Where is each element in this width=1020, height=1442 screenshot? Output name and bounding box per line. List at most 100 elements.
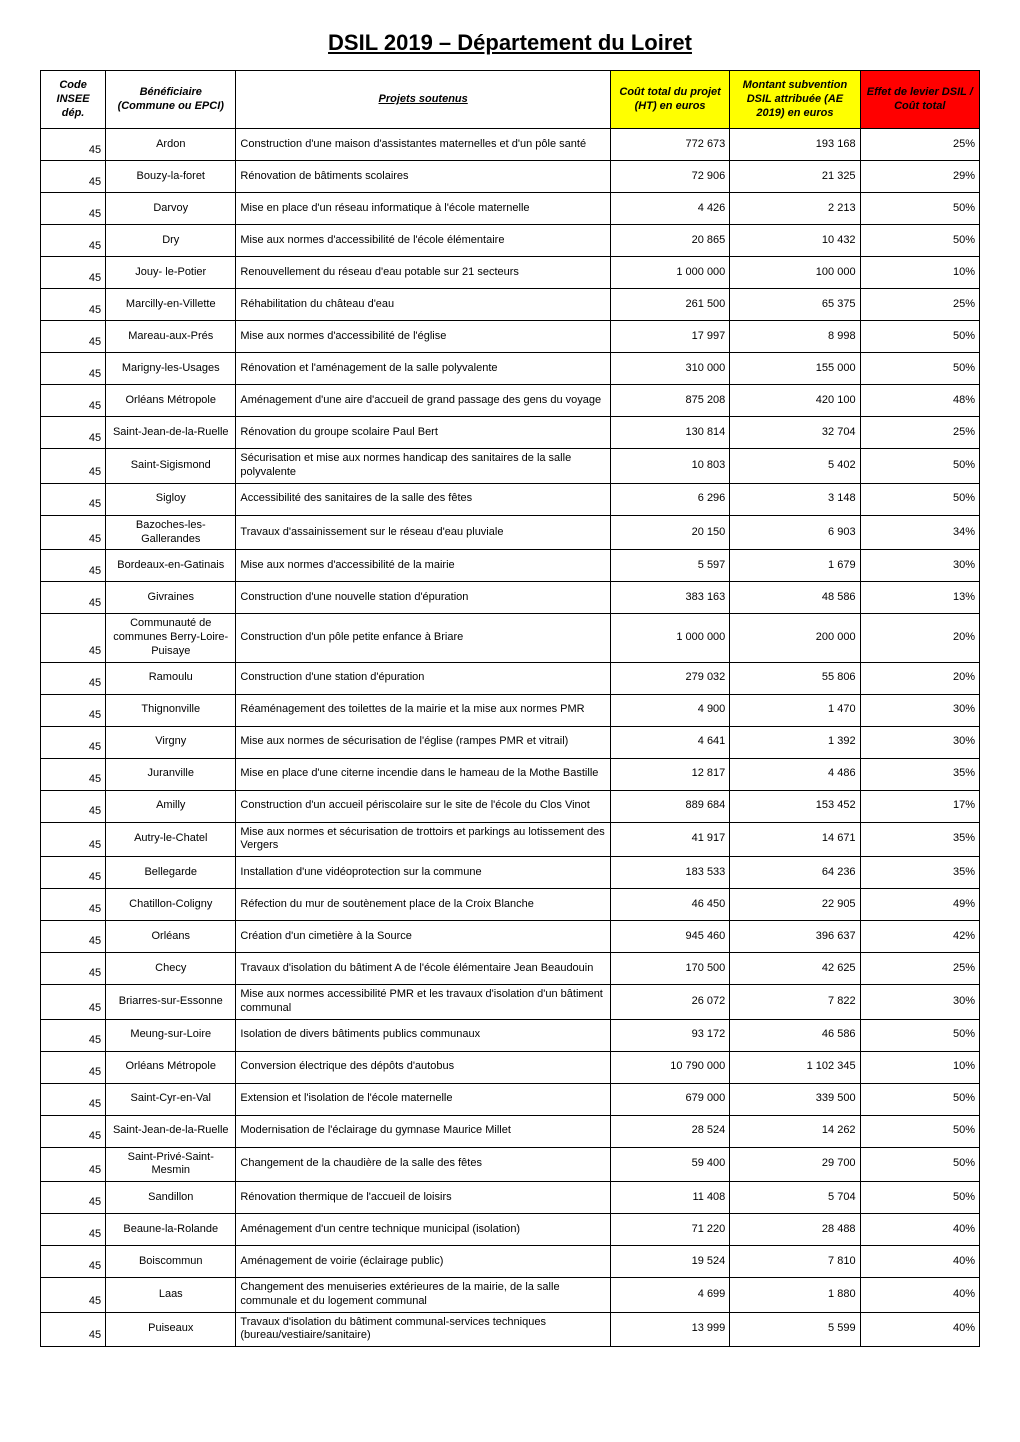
col-proj: Projets soutenus xyxy=(236,71,611,129)
cell-eff: 17% xyxy=(860,790,979,822)
cell-code: 45 xyxy=(41,449,106,484)
cell-proj: Sécurisation et mise aux normes handicap… xyxy=(236,449,611,484)
cell-mont: 1 679 xyxy=(730,550,860,582)
cell-benef: Meung-sur-Loire xyxy=(106,1019,236,1051)
cell-cout: 772 673 xyxy=(610,129,729,161)
table-row: 45Beaune-la-RolandeAménagement d'un cent… xyxy=(41,1214,980,1246)
cell-code: 45 xyxy=(41,321,106,353)
cell-mont: 55 806 xyxy=(730,662,860,694)
cell-code: 45 xyxy=(41,726,106,758)
cell-cout: 72 906 xyxy=(610,161,729,193)
cell-cout: 59 400 xyxy=(610,1147,729,1182)
cell-cout: 1 000 000 xyxy=(610,257,729,289)
cell-cout: 71 220 xyxy=(610,1214,729,1246)
cell-cout: 679 000 xyxy=(610,1083,729,1115)
cell-cout: 383 163 xyxy=(610,582,729,614)
cell-benef: Boiscommun xyxy=(106,1246,236,1278)
cell-code: 45 xyxy=(41,257,106,289)
cell-proj: Installation d'une vidéoprotection sur l… xyxy=(236,857,611,889)
cell-benef: Dry xyxy=(106,225,236,257)
cell-mont: 14 262 xyxy=(730,1115,860,1147)
cell-benef: Checy xyxy=(106,953,236,985)
cell-code: 45 xyxy=(41,161,106,193)
cell-cout: 170 500 xyxy=(610,953,729,985)
table-row: 45Saint-SigismondSécurisation et mise au… xyxy=(41,449,980,484)
cell-eff: 13% xyxy=(860,582,979,614)
table-row: 45Marigny-les-UsagesRénovation et l'amén… xyxy=(41,353,980,385)
cell-mont: 7 810 xyxy=(730,1246,860,1278)
cell-code: 45 xyxy=(41,550,106,582)
cell-cout: 875 208 xyxy=(610,385,729,417)
cell-code: 45 xyxy=(41,483,106,515)
cell-code: 45 xyxy=(41,857,106,889)
table-row: 45JuranvilleMise en place d'une citerne … xyxy=(41,758,980,790)
cell-benef: Sandillon xyxy=(106,1182,236,1214)
cell-proj: Rénovation du groupe scolaire Paul Bert xyxy=(236,417,611,449)
cell-eff: 20% xyxy=(860,614,979,662)
cell-mont: 5 599 xyxy=(730,1312,860,1347)
cell-benef: Puiseaux xyxy=(106,1312,236,1347)
cell-proj: Mise en place d'une citerne incendie dan… xyxy=(236,758,611,790)
cell-code: 45 xyxy=(41,1246,106,1278)
col-mont: Montant subvention DSIL attribuée (AE 20… xyxy=(730,71,860,129)
table-row: 45Autry-le-ChatelMise aux normes et sécu… xyxy=(41,822,980,857)
cell-cout: 1 000 000 xyxy=(610,614,729,662)
table-row: 45PuiseauxTravaux d'isolation du bâtimen… xyxy=(41,1312,980,1347)
table-row: 45Saint-Jean-de-la-RuelleModernisation d… xyxy=(41,1115,980,1147)
cell-benef: Chatillon-Coligny xyxy=(106,889,236,921)
cell-mont: 46 586 xyxy=(730,1019,860,1051)
cell-code: 45 xyxy=(41,985,106,1020)
cell-eff: 10% xyxy=(860,257,979,289)
table-row: 45DarvoyMise en place d'un réseau inform… xyxy=(41,193,980,225)
cell-eff: 50% xyxy=(860,193,979,225)
table-row: 45DryMise aux normes d'accessibilité de … xyxy=(41,225,980,257)
cell-mont: 8 998 xyxy=(730,321,860,353)
table-row: 45Marcilly-en-VilletteRéhabilitation du … xyxy=(41,289,980,321)
col-cout: Coût total du projet (HT) en euros xyxy=(610,71,729,129)
col-benef: Bénéficiaire (Commune ou EPCI) xyxy=(106,71,236,129)
cell-benef: Laas xyxy=(106,1278,236,1313)
cell-eff: 30% xyxy=(860,985,979,1020)
cell-benef: Saint-Privé-Saint-Mesmin xyxy=(106,1147,236,1182)
cell-proj: Réfection du mur de soutènement place de… xyxy=(236,889,611,921)
cell-code: 45 xyxy=(41,1278,106,1313)
cell-mont: 155 000 xyxy=(730,353,860,385)
cell-code: 45 xyxy=(41,289,106,321)
cell-mont: 200 000 xyxy=(730,614,860,662)
cell-proj: Mise aux normes de sécurisation de l'égl… xyxy=(236,726,611,758)
cell-proj: Construction d'un pôle petite enfance à … xyxy=(236,614,611,662)
cell-benef: Bordeaux-en-Gatinais xyxy=(106,550,236,582)
cell-mont: 420 100 xyxy=(730,385,860,417)
cell-eff: 50% xyxy=(860,1019,979,1051)
cell-cout: 183 533 xyxy=(610,857,729,889)
table-header-row: Code INSEE dép. Bénéficiaire (Commune ou… xyxy=(41,71,980,129)
table-row: 45AmillyConstruction d'un accueil périsc… xyxy=(41,790,980,822)
table-row: 45BellegardeInstallation d'une vidéoprot… xyxy=(41,857,980,889)
table-row: 45ThignonvilleRéaménagement des toilette… xyxy=(41,694,980,726)
cell-cout: 4 900 xyxy=(610,694,729,726)
cell-code: 45 xyxy=(41,662,106,694)
cell-proj: Conversion électrique des dépôts d'autob… xyxy=(236,1051,611,1083)
cell-cout: 10 803 xyxy=(610,449,729,484)
cell-code: 45 xyxy=(41,1214,106,1246)
cell-proj: Rénovation de bâtiments scolaires xyxy=(236,161,611,193)
cell-mont: 5 402 xyxy=(730,449,860,484)
cell-mont: 42 625 xyxy=(730,953,860,985)
cell-benef: Ramoulu xyxy=(106,662,236,694)
cell-code: 45 xyxy=(41,1312,106,1347)
cell-proj: Renouvellement du réseau d'eau potable s… xyxy=(236,257,611,289)
table-row: 45Bazoches-les-GallerandesTravaux d'assa… xyxy=(41,515,980,550)
cell-cout: 130 814 xyxy=(610,417,729,449)
cell-cout: 41 917 xyxy=(610,822,729,857)
cell-benef: Bazoches-les-Gallerandes xyxy=(106,515,236,550)
table-row: 45Saint-Privé-Saint-MesminChangement de … xyxy=(41,1147,980,1182)
cell-code: 45 xyxy=(41,1182,106,1214)
table-row: 45Orléans MétropoleConversion électrique… xyxy=(41,1051,980,1083)
table-row: 45Bouzy-la-foretRénovation de bâtiments … xyxy=(41,161,980,193)
cell-benef: Orléans xyxy=(106,921,236,953)
cell-eff: 50% xyxy=(860,1083,979,1115)
cell-proj: Construction d'une station d'épuration xyxy=(236,662,611,694)
cell-cout: 945 460 xyxy=(610,921,729,953)
cell-eff: 50% xyxy=(860,225,979,257)
cell-proj: Construction d'une nouvelle station d'ép… xyxy=(236,582,611,614)
